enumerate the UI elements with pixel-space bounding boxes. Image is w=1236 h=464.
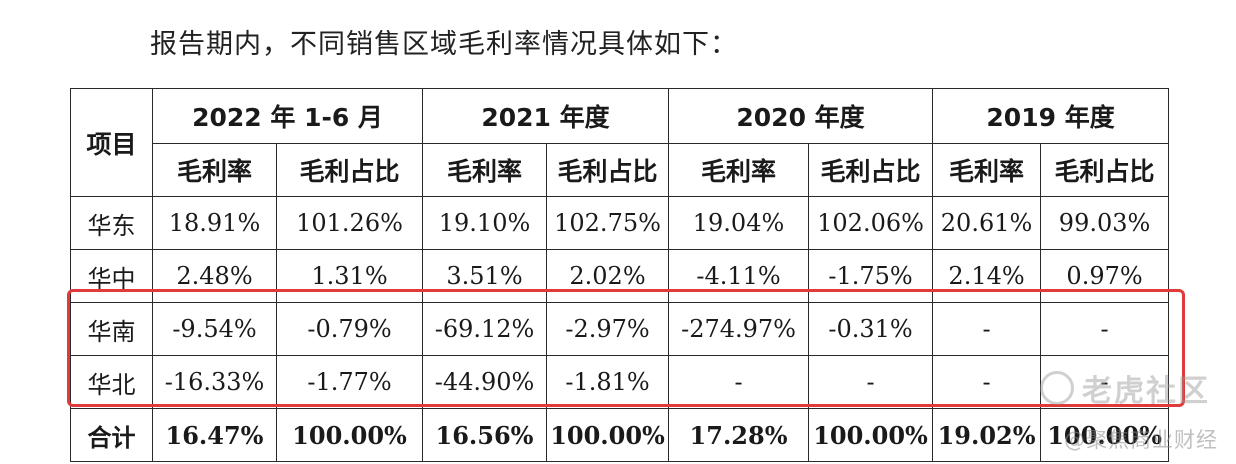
table-row-total: 合计 16.47% 100.00% 16.56% 100.00% 17.28% … (70, 408, 1170, 462)
cell: 102.06% (808, 196, 934, 250)
cell: 2.48% (152, 249, 277, 303)
cell: -1.75% (808, 249, 934, 303)
table-row: 华南 -9.54% -0.79% -69.12% -2.97% -274.97%… (70, 302, 1170, 356)
cell: 1.31% (275, 249, 424, 303)
cell: 100.00% (1040, 408, 1170, 462)
cell: 3.51% (422, 249, 548, 303)
header-metric: 毛利率 (422, 143, 548, 197)
watermark-sub: @聚焦商业财经 (1064, 428, 1218, 452)
cell: 19.04% (668, 196, 810, 250)
header-item: 项目 (70, 88, 153, 197)
gross-margin-table: 项目 2022 年 1-6 月 2021 年度 2020 年度 2019 年度 … (70, 88, 1170, 462)
cell: 19.10% (422, 196, 548, 250)
cell: -274.97% (668, 302, 810, 356)
cell: 100.00% (275, 408, 424, 462)
cell: -0.31% (808, 302, 934, 356)
cell: 99.03% (1040, 196, 1170, 250)
cell: -2.97% (546, 302, 670, 356)
cell: -1.77% (275, 355, 424, 409)
row-label: 华中 (70, 249, 153, 303)
row-label: 华南 (70, 302, 153, 356)
cell: -0.79% (275, 302, 424, 356)
header-period: 2019 年度 (932, 88, 1170, 144)
header-metric: 毛利率 (668, 143, 810, 197)
intro-text: 报告期内，不同销售区域毛利率情况具体如下： (150, 29, 738, 60)
header-period: 2022 年 1-6 月 (151, 88, 424, 144)
cell: -4.11% (668, 249, 810, 303)
header-metric: 毛利占比 (546, 143, 670, 197)
watermark: 老虎社区 (1040, 366, 1210, 410)
header-metric: 毛利率 (152, 143, 277, 197)
table-row: 华东 18.91% 101.26% 19.10% 102.75% 19.04% … (70, 196, 1170, 250)
row-label: 合计 (70, 408, 153, 462)
cell: - (808, 355, 934, 409)
header-row-periods: 项目 2022 年 1-6 月 2021 年度 2020 年度 2019 年度 (70, 88, 1170, 197)
header-metric: 毛利占比 (808, 143, 934, 197)
cell: 20.61% (932, 196, 1042, 250)
cell: 17.28% (668, 408, 810, 462)
header-metric: 毛利占比 (1040, 143, 1170, 197)
header-row-metrics: 毛利率 毛利占比 毛利率 毛利占比 毛利率 毛利占比 毛利率 毛利占比 (71, 143, 1170, 197)
cell: 19.02% (932, 408, 1042, 462)
row-label: 华北 (70, 355, 153, 409)
cell: -44.90% (422, 355, 548, 409)
cell: - (932, 355, 1042, 409)
table-row: 华中 2.48% 1.31% 3.51% 2.02% -4.11% -1.75%… (70, 249, 1170, 303)
cell: 100.00% (546, 408, 670, 462)
watermark-text: 老虎社区 (1082, 374, 1210, 409)
cell: 0.97% (1040, 249, 1170, 303)
cell: 18.91% (152, 196, 277, 250)
cell: 2.02% (546, 249, 670, 303)
cell: - (932, 302, 1042, 356)
cell: 16.56% (422, 408, 548, 462)
row-label: 华东 (70, 196, 153, 250)
header-metric: 毛利率 (932, 143, 1042, 197)
cell: - (1040, 302, 1170, 356)
header-metric: 毛利占比 (275, 143, 424, 197)
cell: -16.33% (152, 355, 277, 409)
cell: -9.54% (152, 302, 277, 356)
cell: 102.75% (546, 196, 670, 250)
cell: 2.14% (932, 249, 1042, 303)
cell: 16.47% (152, 408, 277, 462)
header-period: 2021 年度 (422, 88, 670, 144)
cell: -69.12% (422, 302, 548, 356)
cell: 100.00% (808, 408, 934, 462)
header-period: 2020 年度 (668, 88, 934, 144)
table-row: 华北 -16.33% -1.77% -44.90% -1.81% - - - - (70, 355, 1170, 409)
tiger-logo-icon (1040, 371, 1074, 405)
cell: - (668, 355, 810, 409)
cell: -1.81% (546, 355, 670, 409)
cell: 101.26% (275, 196, 424, 250)
